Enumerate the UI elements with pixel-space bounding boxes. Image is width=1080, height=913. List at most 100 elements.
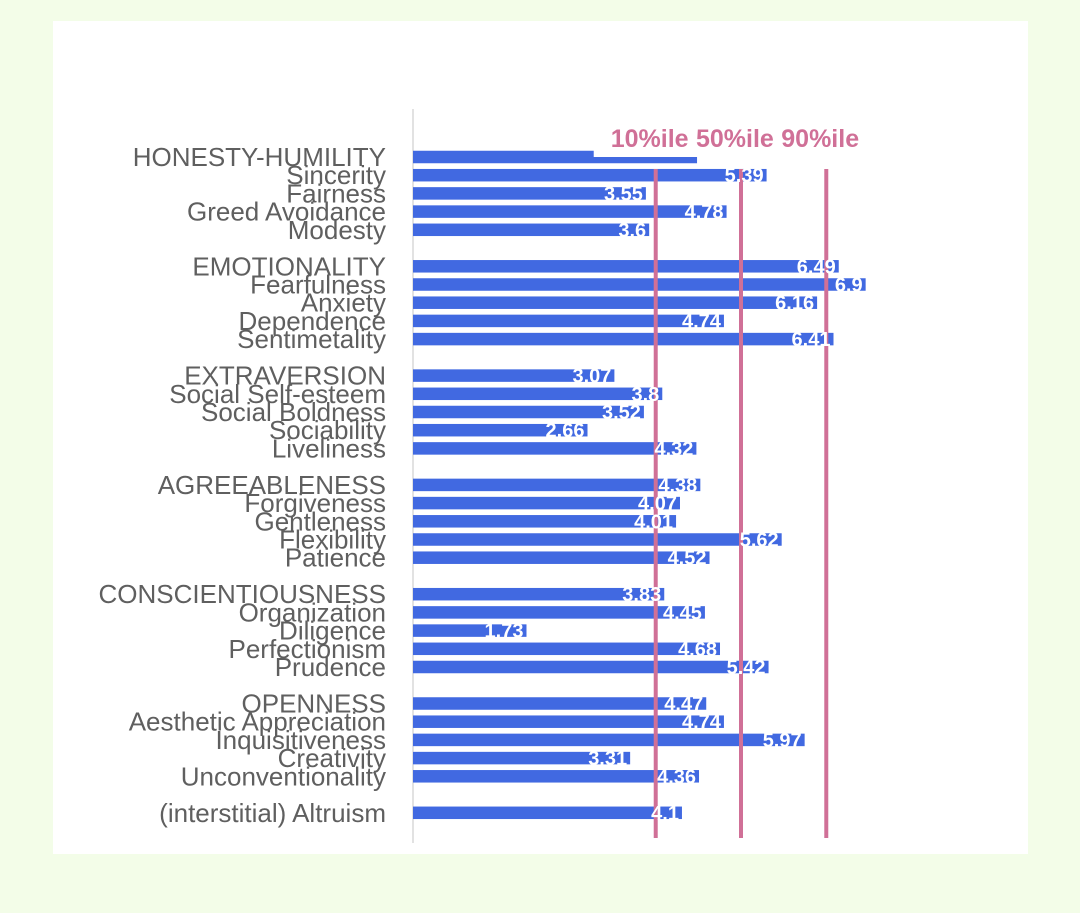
- bar: [413, 223, 650, 237]
- value-label: 4.52: [668, 548, 707, 570]
- value-label: 4.38: [658, 475, 697, 497]
- bar: [413, 770, 700, 783]
- category-label: EXTRAVERSION: [184, 361, 386, 391]
- value-labels: 5.39 3.55 4.78 3.6 6.496.9 6.16 4.74 6.41 3.07 3.…: [485, 165, 863, 825]
- value-label: 4.01: [634, 511, 673, 533]
- category-label: OPENNESS: [242, 689, 387, 719]
- value-label: 3.52: [602, 402, 641, 424]
- bar: [413, 733, 805, 747]
- reference-label: 50%ile: [696, 125, 774, 153]
- bar: [413, 660, 769, 674]
- reference-labels: 10%ile 50%ile 90%ile: [593, 121, 859, 157]
- value-label: 4.74: [682, 311, 722, 333]
- category-label: Prudence: [275, 652, 386, 682]
- bars: [413, 150, 866, 838]
- category-label: Perfectionism: [229, 634, 387, 664]
- value-label: 6.16: [775, 293, 814, 315]
- bar: [413, 369, 615, 382]
- bar: [413, 314, 724, 328]
- value-label: 4.36: [657, 766, 696, 788]
- reference-label: 90%ile: [781, 125, 859, 153]
- category-label: Liveliness: [272, 433, 386, 463]
- category-label: Social Boldness: [201, 397, 386, 427]
- category-label: Diligence: [279, 616, 386, 646]
- bar: [413, 496, 680, 510]
- bar: [413, 533, 782, 546]
- reference-label-background: [679, 121, 767, 157]
- bar: [413, 387, 663, 401]
- value-label: 5.62: [740, 530, 779, 552]
- category-label: Inquisitiveness: [215, 725, 386, 755]
- bar: [413, 423, 588, 437]
- category-label: AGREEABLENESS: [158, 470, 386, 500]
- category-label: Greed Avoidance: [187, 197, 386, 227]
- value-label: 5.97: [763, 730, 802, 752]
- bar: [413, 715, 724, 728]
- bar: [413, 332, 834, 346]
- value-label: 3.07: [572, 366, 611, 388]
- category-label: Sociability: [269, 415, 386, 445]
- value-label: 2.66: [546, 420, 585, 442]
- category-label: Anxiety: [301, 288, 386, 318]
- bar: [413, 296, 818, 309]
- category-label: Fearfulness: [250, 270, 386, 300]
- bar: [413, 697, 707, 710]
- category-label: CONSCIENTIOUSNESS: [99, 579, 387, 609]
- value-label: 3.55: [604, 183, 643, 205]
- bar: [413, 205, 727, 218]
- reference-label-background: [764, 121, 853, 157]
- bar: [413, 606, 705, 619]
- category-label: Fairness: [286, 178, 386, 208]
- value-label: 4.47: [664, 694, 703, 716]
- category-label: Sentimetality: [237, 324, 386, 354]
- category-label: Modesty: [288, 215, 386, 245]
- category-label: Flexibility: [279, 525, 386, 555]
- category-label: Unconventionality: [181, 761, 386, 791]
- category-label: EMOTIONALITY: [192, 251, 386, 281]
- bar: [413, 442, 697, 455]
- value-label: 4.32: [654, 438, 693, 460]
- value-label: 4.68: [678, 639, 717, 661]
- bar: [413, 642, 721, 656]
- value-label: 3.31: [588, 748, 627, 770]
- reference-label-background: [593, 121, 682, 157]
- category-label: Aesthetic Appreciation: [129, 707, 386, 737]
- category-label: Forgiveness: [244, 488, 386, 518]
- value-label: 4.78: [685, 202, 724, 224]
- value-label: 6.41: [792, 329, 831, 351]
- bar: [413, 751, 631, 765]
- category-label: Creativity: [278, 743, 386, 773]
- category-label: Social Self-esteem: [169, 379, 386, 409]
- bar: [413, 478, 701, 492]
- value-label: 4.1: [651, 803, 679, 825]
- bar: [413, 806, 682, 820]
- category-label: Patience: [285, 543, 386, 573]
- category-label: (interstitial) Altruism: [159, 798, 386, 828]
- bar: [413, 551, 710, 564]
- value-label: 5.39: [725, 165, 764, 187]
- value-label: 4.74: [682, 712, 722, 734]
- bar: [413, 405, 644, 419]
- category-label: HONESTY-HUMILITY: [133, 142, 386, 172]
- value-label: 5.42: [727, 657, 766, 679]
- reference-label: 10%ile: [611, 125, 689, 153]
- value-label: 3.6: [618, 220, 646, 242]
- value-label: 3.8: [631, 384, 659, 406]
- value-label: 1.73: [485, 621, 524, 643]
- bar: [413, 278, 866, 291]
- value-label: 4.45: [663, 602, 702, 624]
- value-label: 4.07: [638, 493, 677, 515]
- value-label: 6.9: [835, 275, 863, 297]
- value-label: 3.83: [622, 584, 661, 606]
- bar: [413, 168, 767, 182]
- value-label: 6.49: [797, 256, 836, 278]
- category-label: Gentleness: [254, 506, 386, 536]
- category-label: Dependence: [239, 306, 386, 336]
- bar: [413, 587, 665, 601]
- bar: [413, 187, 646, 200]
- bar: [413, 260, 839, 273]
- category-label: Sincerity: [286, 160, 386, 190]
- bar: [413, 624, 527, 637]
